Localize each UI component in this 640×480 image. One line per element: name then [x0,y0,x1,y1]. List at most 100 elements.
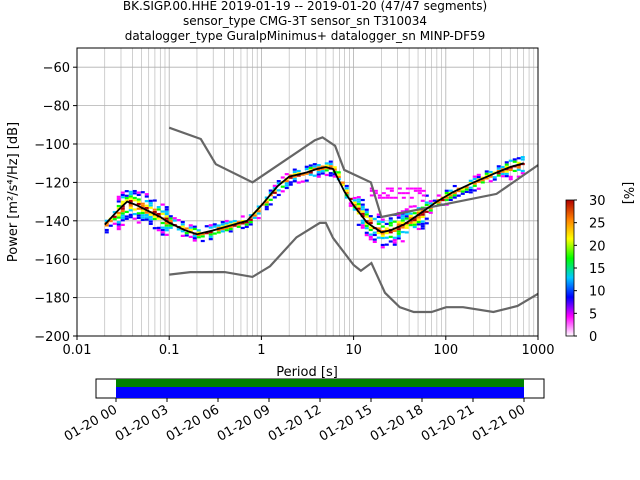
heatmap-cell [396,216,401,219]
heatmap-cell [156,229,161,232]
heatmap-cell [380,246,385,249]
heatmap-cell [208,238,213,241]
colorbar-tick-label: 5 [589,307,597,322]
heatmap-cell [248,223,253,226]
heatmap-cell [428,211,433,214]
heatmap-cell [372,240,377,243]
heatmap-cell [308,173,313,176]
y-tick-label: −80 [43,100,70,115]
heatmap-cell [116,198,121,201]
heatmap-cell [160,228,165,232]
heatmap-cell [416,216,421,219]
heatmap-cell [212,223,217,226]
y-tick-label: −160 [34,253,70,268]
heatmap-cell [140,216,145,219]
heatmap-cell [389,189,394,192]
heatmap-cell [496,172,501,175]
heatmap-cell [392,238,397,242]
heatmap-cell [164,233,169,236]
heatmap-cell [336,175,341,179]
heatmap-cell [392,236,397,239]
mode-curve [104,162,524,236]
heatmap-cell [468,179,473,182]
heatmap-cell [140,211,145,215]
heatmap-cell [364,224,369,227]
heatmap-cell [128,206,133,210]
heatmap-cell [340,181,345,184]
x-tick-label: 1 [257,343,265,358]
heatmap-cell [369,194,374,197]
heatmap-cell [120,200,125,203]
colorbar-ticks: 0 5 10 15 20 25 30 [574,194,606,345]
heatmap-cell [336,173,341,176]
heatmap-cell [328,160,333,163]
heatmap-cell [216,224,221,227]
heatmap-cell [212,225,217,228]
heatmap-cell [152,227,157,230]
heatmap-cell [380,243,385,247]
heatmap-cell [468,191,473,194]
heatmap-cell [220,225,225,228]
heatmap-cell [124,217,129,220]
heatmap-cell [413,187,418,190]
heatmap-cell [356,198,361,201]
timeline-green-bar [116,379,524,387]
timeline-tick-label: 01-20 12 [266,402,324,444]
heatmap-cell [460,192,465,195]
heatmap-cell [512,158,517,161]
heatmap-cell [316,168,321,171]
heatmap-cell [392,241,397,244]
heatmap-cell [405,192,410,195]
timeline-tick-label: 01-20 09 [215,402,273,444]
heatmap-cell [412,212,417,215]
heatmap-cell [512,169,517,173]
heatmap-cell [216,229,221,232]
heatmap-cell [248,221,253,224]
heatmap-cell [400,221,405,224]
heatmap-cell [520,156,525,159]
heatmap-cell [336,171,341,174]
heatmap-cell [144,200,149,203]
timeline-blue-bar [116,387,524,398]
heatmap-cell [120,207,125,210]
heatmap-cell [504,170,509,173]
heatmap-cell [512,160,517,163]
heatmap-cell [508,168,513,172]
heatmap-cell [208,224,213,227]
heatmap-cell [377,194,382,197]
heatmap-cell [420,215,425,219]
heatmap-cell [484,177,489,180]
heatmap-cell [112,215,117,218]
heatmap-cell [376,215,381,219]
heatmap-cell [144,195,149,198]
heatmap-cell [220,230,225,233]
heatmap-cell [184,227,189,230]
heatmap-cell [356,203,361,206]
heatmap-cell [236,225,241,228]
heatmap-cell [116,225,121,228]
heatmap-cell [124,196,129,200]
heatmap-cell [192,239,197,242]
heatmap-cell [112,218,117,221]
heatmap-cell [196,233,201,237]
heatmap-cell [132,199,137,202]
heatmap-cell [264,208,269,211]
heatmap-cell [420,222,425,225]
heatmap-cell [164,212,169,216]
heatmap-cell [304,179,309,182]
heatmap-cell [304,168,309,171]
heatmap-cell [476,176,481,179]
heatmap-cell [228,221,233,224]
heatmap-cell [396,221,401,224]
colorbar-bar [565,199,575,337]
heatmap-cell [444,198,449,202]
heatmap-cell [252,214,257,217]
heatmap-cell [204,225,209,228]
heatmap-cell [504,175,509,178]
heatmap-cell [288,181,293,184]
heatmap-cell [292,173,297,176]
heatmap-cell [152,215,157,218]
heatmap-cell [368,219,373,222]
heatmap-cell [500,170,505,173]
heatmap-cell [404,208,409,211]
